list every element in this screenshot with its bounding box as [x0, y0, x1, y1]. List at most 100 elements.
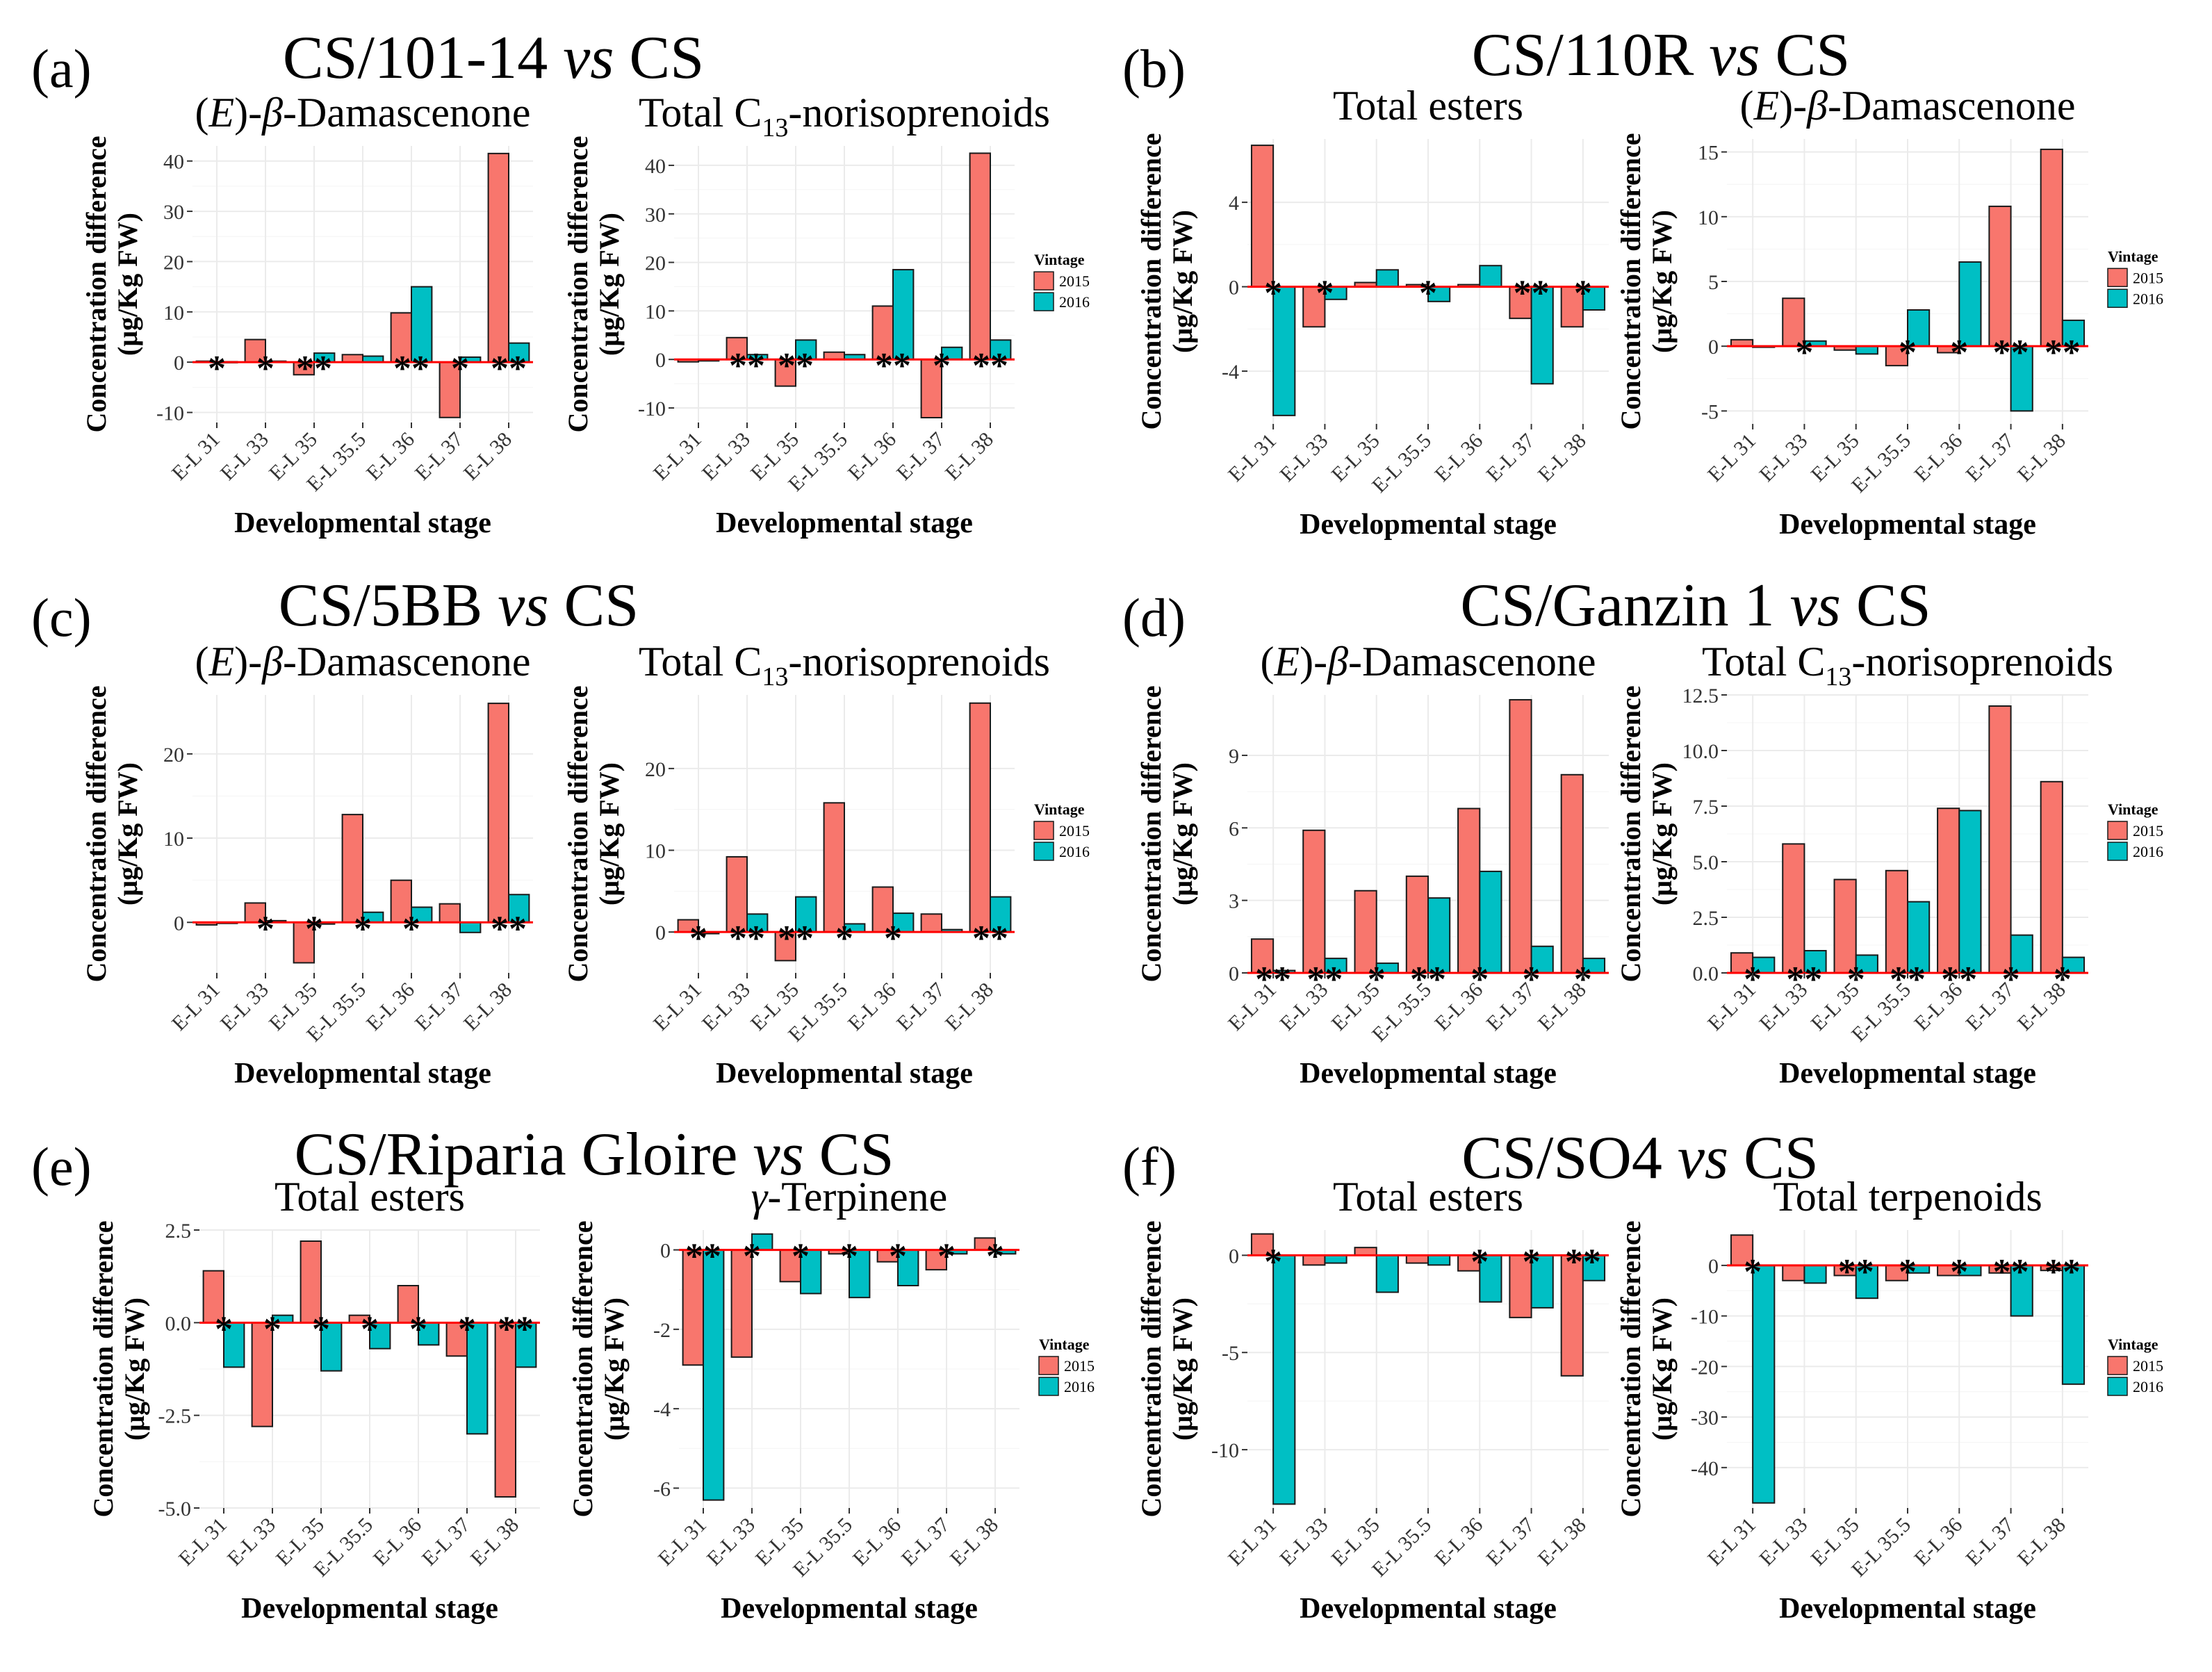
x-tick-label: E-L 37 [892, 978, 949, 1035]
x-tick-label: E-L 36 [844, 978, 901, 1035]
significance-mark: ** [1306, 960, 1343, 999]
y-tick-label: 0 [655, 921, 666, 944]
legend-label-2016: 2016 [1064, 1378, 1095, 1395]
x-axis-title: Developmental stage [716, 507, 973, 539]
y-axis-title: Concentration difference [1615, 133, 1646, 430]
bar-2015-E-L38 [2040, 780, 2063, 974]
legend-swatch-2015 [1033, 821, 1054, 840]
x-tick-label: E-L 37 [897, 1514, 954, 1571]
significance-mark: * [1744, 1252, 1762, 1292]
y-tick-label: 0.0 [165, 1312, 192, 1335]
chart-11: Total esters* * * **-10-50E-L 31E-L 33E-L 3… [1136, 1174, 1609, 1625]
significance-mark: * [1264, 274, 1282, 313]
bar-2016-E-L33 [1803, 950, 1827, 974]
bar-2016-E-L31 [703, 1249, 725, 1501]
chart-title: (E)-β-Damascenone [1261, 639, 1596, 685]
bar-2015-E-L37 [1509, 698, 1532, 974]
y-tick-label: 4 [1229, 192, 1239, 215]
y-axis-unit: (μg/Kg FW) [593, 762, 625, 905]
x-tick-label: E-L 36 [1910, 429, 1967, 486]
y-axis-title: Concentration difference [567, 1221, 598, 1518]
y-tick-label: 30 [645, 204, 666, 227]
bar-2015-E-L38 [487, 703, 509, 924]
legend-title: Vintage [2108, 247, 2158, 265]
x-tick-label: E-L 36 [362, 978, 419, 1035]
x-tick-label: E-L 33 [223, 1514, 280, 1571]
panel-title: CS/SO4 vs CS [1461, 1124, 1819, 1192]
y-axis-title: Concentration difference [1615, 686, 1646, 983]
bar-2016-E-L37 [1530, 1254, 1554, 1309]
legend-swatch-2015 [1038, 1356, 1059, 1375]
y-axis-unit: (μg/Kg FW) [1167, 1297, 1198, 1441]
x-tick-label: E-L 33 [216, 428, 273, 485]
bar-2015-E-L38 [1560, 1254, 1584, 1377]
significance-mark: * [689, 919, 707, 958]
panel-title: CS/Riparia Gloire vs CS [295, 1121, 894, 1188]
bar-2015-E-L33 [1782, 297, 1805, 347]
significance-mark: * [2054, 960, 2072, 999]
y-tick-label: -4 [653, 1398, 671, 1421]
y-tick-label: -40 [1691, 1457, 1719, 1480]
x-tick-label: E-L 31 [167, 978, 224, 1035]
x-tick-label: E-L 37 [1482, 429, 1539, 486]
panel-title: CS/110R vs CS [1472, 22, 1850, 89]
bar-2015-E-L355 [341, 814, 364, 924]
bar-2015-E-L37 [1988, 205, 2012, 347]
significance-mark: * [208, 349, 226, 388]
y-tick-label: -20 [1691, 1356, 1719, 1379]
y-axis-unit: (μg/Kg FW) [1167, 762, 1198, 905]
y-tick-label: -10 [1211, 1439, 1239, 1462]
x-tick-label: E-L 37 [1482, 1514, 1539, 1571]
y-tick-label: 0 [174, 352, 184, 375]
y-tick-label: 0.0 [1693, 962, 1719, 985]
y-axis-title: Concentration difference [81, 136, 112, 433]
x-tick-label: E-L 33 [1275, 429, 1332, 486]
y-tick-label: 0 [1708, 1255, 1719, 1278]
y-axis-unit: (μg/Kg FW) [1167, 210, 1198, 353]
x-tick-label: E-L 33 [1755, 1514, 1812, 1571]
significance-mark: ** [393, 349, 429, 388]
x-tick-label: E-L 33 [1755, 978, 1812, 1035]
y-tick-label: -6 [653, 1477, 671, 1500]
bar-2016-E-L31 [1752, 1264, 1776, 1504]
x-tick-label: E-L 38 [459, 978, 516, 1035]
bar-2015-E-L33 [244, 902, 267, 924]
x-axis-title: Developmental stage [241, 1593, 498, 1625]
x-tick-label: E-L 33 [1275, 1514, 1332, 1571]
x-axis-title: Developmental stage [1779, 509, 2036, 541]
y-tick-label: 0 [1229, 962, 1239, 985]
significance-mark: * [743, 1237, 761, 1277]
bar-2016-E-L33 [1324, 1254, 1347, 1264]
significance-mark: * [1368, 960, 1386, 999]
significance-mark: ** [1565, 1242, 1601, 1281]
x-tick-label: E-L 38 [946, 1514, 1003, 1571]
bar-2016-E-L36 [411, 286, 433, 363]
significance-mark: * [1264, 1242, 1282, 1281]
x-tick-label: E-L 31 [1703, 1514, 1760, 1571]
y-tick-label: -2 [653, 1319, 671, 1342]
y-tick-label: 0 [1229, 1245, 1239, 1268]
y-tick-label: -2.5 [158, 1405, 192, 1428]
bar-2015-E-L31 [1250, 1233, 1275, 1256]
y-tick-label: 0 [655, 349, 666, 372]
bar-2015-E-L36 [1937, 808, 1960, 974]
x-axis-title: Developmental stage [1779, 1593, 2036, 1625]
bar-2016-E-L33 [1803, 1264, 1827, 1284]
x-tick-label: E-L 31 [1703, 429, 1760, 486]
chart-12: Total terpenoids* ** * * ** **-40-30-20-100E-… [1615, 1174, 2163, 1625]
bar-2016-E-L36 [418, 1322, 440, 1346]
y-tick-label: 3 [1229, 890, 1239, 913]
y-axis-unit: (μg/Kg FW) [1646, 762, 1678, 905]
bar-2015-E-L31 [1250, 145, 1275, 288]
legend-swatch-2015 [2107, 268, 2128, 288]
x-axis-title: Developmental stage [1300, 1058, 1557, 1090]
y-tick-label: 10 [645, 300, 666, 323]
chart-title: Total esters [275, 1174, 465, 1220]
x-axis-title: Developmental stage [1779, 1058, 2036, 1090]
bar-2015-E-L355 [823, 351, 845, 361]
x-tick-label: E-L 36 [362, 428, 419, 485]
significance-mark: ** [2045, 333, 2081, 372]
